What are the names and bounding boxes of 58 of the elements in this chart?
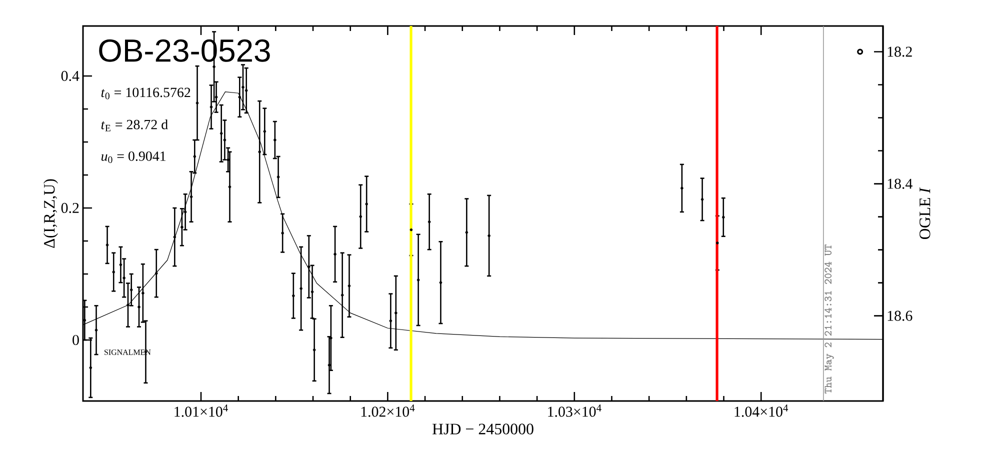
point <box>416 278 420 282</box>
point <box>173 236 176 238</box>
point <box>106 244 109 246</box>
point <box>193 155 196 158</box>
point <box>130 288 133 292</box>
point <box>389 319 392 322</box>
point <box>716 242 719 244</box>
x-tick-label: 1.04×10$^{4}$ <box>734 404 788 417</box>
point <box>340 294 344 297</box>
y-tick-label: 0 <box>72 334 79 346</box>
y-tick-label: 0.2 <box>61 202 79 214</box>
y2-tick-label: 18.4 <box>888 178 912 189</box>
point <box>439 281 442 284</box>
point <box>308 265 310 268</box>
point <box>214 96 218 98</box>
point <box>228 185 232 188</box>
point <box>428 220 431 224</box>
point <box>94 328 98 332</box>
point <box>220 132 223 135</box>
x-axis-title: HJD − 2450000 <box>432 424 534 434</box>
point <box>276 176 280 178</box>
point <box>410 228 413 232</box>
point <box>348 284 351 288</box>
x-tick-label: 1.03×10$^{4}$ <box>548 404 602 417</box>
point <box>244 89 248 92</box>
x-tick-label: 1.01×10$^{4}$ <box>174 404 228 417</box>
point <box>328 364 331 366</box>
point <box>119 263 122 266</box>
y2-tick-label: 18.6 <box>888 310 912 321</box>
point <box>190 195 193 198</box>
y-axis-title: Δ(I,R,Z,U) <box>44 179 58 248</box>
point <box>83 318 86 322</box>
point <box>292 294 295 298</box>
annotation: t$_{E}$ = 28.72 d <box>101 119 168 132</box>
point <box>184 210 187 214</box>
point <box>488 234 490 238</box>
point <box>223 138 226 142</box>
point <box>722 216 725 219</box>
point <box>154 272 158 275</box>
y2-axis-title: OGLE I <box>920 187 930 240</box>
annotation: t$_{0}$ = 10116.5762 <box>101 88 190 100</box>
y-tick-label: 0.4 <box>61 70 80 82</box>
annotation: Thu May 2 21:14:31 2024 UT <box>824 244 834 394</box>
point <box>112 270 116 274</box>
point <box>310 290 314 294</box>
point <box>700 198 704 201</box>
point <box>465 231 468 234</box>
point <box>359 215 362 218</box>
point <box>210 106 213 108</box>
point <box>312 348 316 352</box>
point <box>258 150 262 154</box>
point <box>89 366 92 370</box>
x-tick-label: 1.02×10$^{4}$ <box>361 404 415 417</box>
point <box>196 102 199 104</box>
point <box>263 130 266 133</box>
annotation: u$_{0}$ = 0.9041 <box>101 151 166 164</box>
y2-tick-label: 18.2 <box>888 46 912 57</box>
point <box>238 96 242 98</box>
